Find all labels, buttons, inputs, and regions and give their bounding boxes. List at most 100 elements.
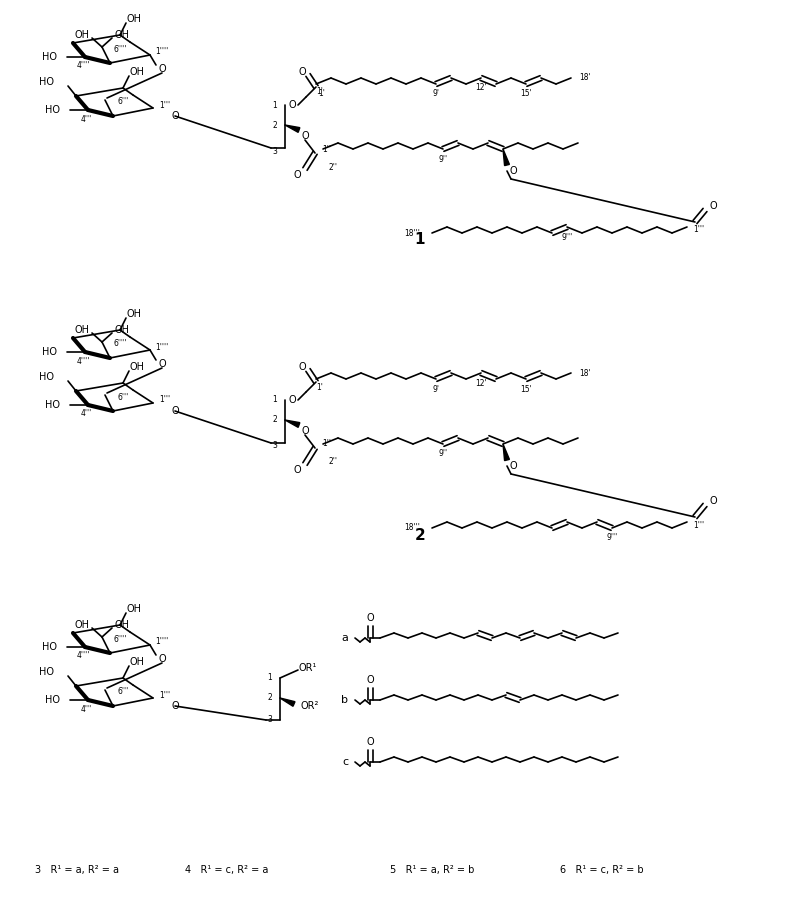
Text: OH: OH xyxy=(126,309,142,319)
Text: OH: OH xyxy=(74,30,90,40)
Text: O: O xyxy=(293,170,301,180)
Text: HO: HO xyxy=(42,642,57,652)
Text: 1''': 1''' xyxy=(159,101,170,110)
Text: 1'''': 1'''' xyxy=(155,637,169,646)
Text: 4'''': 4'''' xyxy=(76,61,90,70)
Text: 6''': 6''' xyxy=(118,392,129,401)
Text: 12': 12' xyxy=(475,84,487,93)
Text: 1'''': 1'''' xyxy=(155,343,169,352)
Text: 1': 1' xyxy=(317,382,323,392)
Text: 1''': 1''' xyxy=(159,690,170,699)
Text: OH: OH xyxy=(74,325,90,335)
Text: 4''': 4''' xyxy=(80,410,92,418)
Text: 3: 3 xyxy=(273,442,278,451)
Polygon shape xyxy=(280,698,295,706)
Text: O: O xyxy=(301,426,309,436)
Text: 6   R¹ = c, R² = b: 6 R¹ = c, R² = b xyxy=(560,865,644,875)
Text: OH: OH xyxy=(126,604,142,614)
Text: O: O xyxy=(366,613,374,623)
Text: 1': 1' xyxy=(318,88,326,97)
Text: b: b xyxy=(342,695,349,705)
Text: OH: OH xyxy=(114,620,130,630)
Text: 2: 2 xyxy=(273,416,278,425)
Polygon shape xyxy=(503,444,510,461)
Text: 18''': 18''' xyxy=(404,524,420,533)
Text: 1: 1 xyxy=(273,101,278,110)
Text: O: O xyxy=(158,359,166,369)
Text: O: O xyxy=(158,64,166,74)
Text: O: O xyxy=(366,737,374,747)
Text: O: O xyxy=(509,166,517,176)
Text: 4''': 4''' xyxy=(80,705,92,714)
Text: O: O xyxy=(158,654,166,664)
Text: O: O xyxy=(709,496,717,506)
Text: O: O xyxy=(288,100,296,110)
Text: 3   R¹ = a, R² = a: 3 R¹ = a, R² = a xyxy=(35,865,119,875)
Text: 1'': 1'' xyxy=(322,145,331,154)
Text: HO: HO xyxy=(42,52,57,62)
Text: 9': 9' xyxy=(433,384,439,393)
Text: 2'': 2'' xyxy=(329,163,338,172)
Text: 1''': 1''' xyxy=(694,520,705,529)
Text: OH: OH xyxy=(114,30,130,40)
Polygon shape xyxy=(285,125,300,132)
Text: 15': 15' xyxy=(520,89,532,98)
Text: 18': 18' xyxy=(579,74,591,83)
Text: 4   R¹ = c, R² = a: 4 R¹ = c, R² = a xyxy=(185,865,268,875)
Text: O: O xyxy=(171,406,179,416)
Text: OH: OH xyxy=(114,325,130,335)
Text: O: O xyxy=(171,111,179,121)
Text: c: c xyxy=(342,757,348,767)
Text: 4''': 4''' xyxy=(80,114,92,123)
Text: 6'''': 6'''' xyxy=(114,634,126,644)
Text: HO: HO xyxy=(39,77,54,87)
Text: 3: 3 xyxy=(273,147,278,156)
Text: HO: HO xyxy=(42,347,57,357)
Text: HO: HO xyxy=(45,105,60,115)
Text: 6''': 6''' xyxy=(118,97,129,106)
Text: 6'''': 6'''' xyxy=(114,44,126,53)
Text: 1: 1 xyxy=(414,232,426,248)
Text: 5   R¹ = a, R² = b: 5 R¹ = a, R² = b xyxy=(390,865,474,875)
Text: 2'': 2'' xyxy=(329,457,338,466)
Text: HO: HO xyxy=(39,372,54,382)
Text: OR¹: OR¹ xyxy=(299,663,317,673)
Text: 6''': 6''' xyxy=(118,688,129,697)
Text: 1': 1' xyxy=(317,87,323,96)
Text: O: O xyxy=(298,67,306,77)
Text: 2: 2 xyxy=(273,121,278,130)
Text: O: O xyxy=(288,395,296,405)
Text: OH: OH xyxy=(130,657,145,667)
Text: 6'''': 6'''' xyxy=(114,339,126,348)
Text: 1: 1 xyxy=(273,395,278,404)
Text: 9'': 9'' xyxy=(438,449,447,458)
Text: O: O xyxy=(293,465,301,475)
Text: 4'''': 4'''' xyxy=(76,356,90,365)
Text: 9': 9' xyxy=(433,89,439,98)
Text: OH: OH xyxy=(74,620,90,630)
Text: 9'': 9'' xyxy=(438,155,447,164)
Text: 4'''': 4'''' xyxy=(76,652,90,661)
Text: 1''': 1''' xyxy=(694,226,705,235)
Text: O: O xyxy=(709,201,717,211)
Text: 1''': 1''' xyxy=(159,395,170,404)
Text: OH: OH xyxy=(126,14,142,24)
Polygon shape xyxy=(285,420,300,427)
Text: 18''': 18''' xyxy=(404,229,420,238)
Text: 2: 2 xyxy=(268,694,272,703)
Text: 9''': 9''' xyxy=(562,232,573,241)
Text: HO: HO xyxy=(45,400,60,410)
Text: 12': 12' xyxy=(475,379,487,388)
Text: OH: OH xyxy=(130,67,145,77)
Polygon shape xyxy=(503,149,510,166)
Text: 9''': 9''' xyxy=(606,534,618,543)
Text: 1: 1 xyxy=(268,673,272,682)
Text: 3: 3 xyxy=(267,716,273,724)
Text: O: O xyxy=(298,362,306,372)
Text: 18': 18' xyxy=(579,368,591,377)
Text: O: O xyxy=(171,701,179,711)
Text: O: O xyxy=(366,675,374,685)
Text: 1'''': 1'''' xyxy=(155,48,169,57)
Text: OR²: OR² xyxy=(301,701,319,711)
Text: HO: HO xyxy=(45,695,60,705)
